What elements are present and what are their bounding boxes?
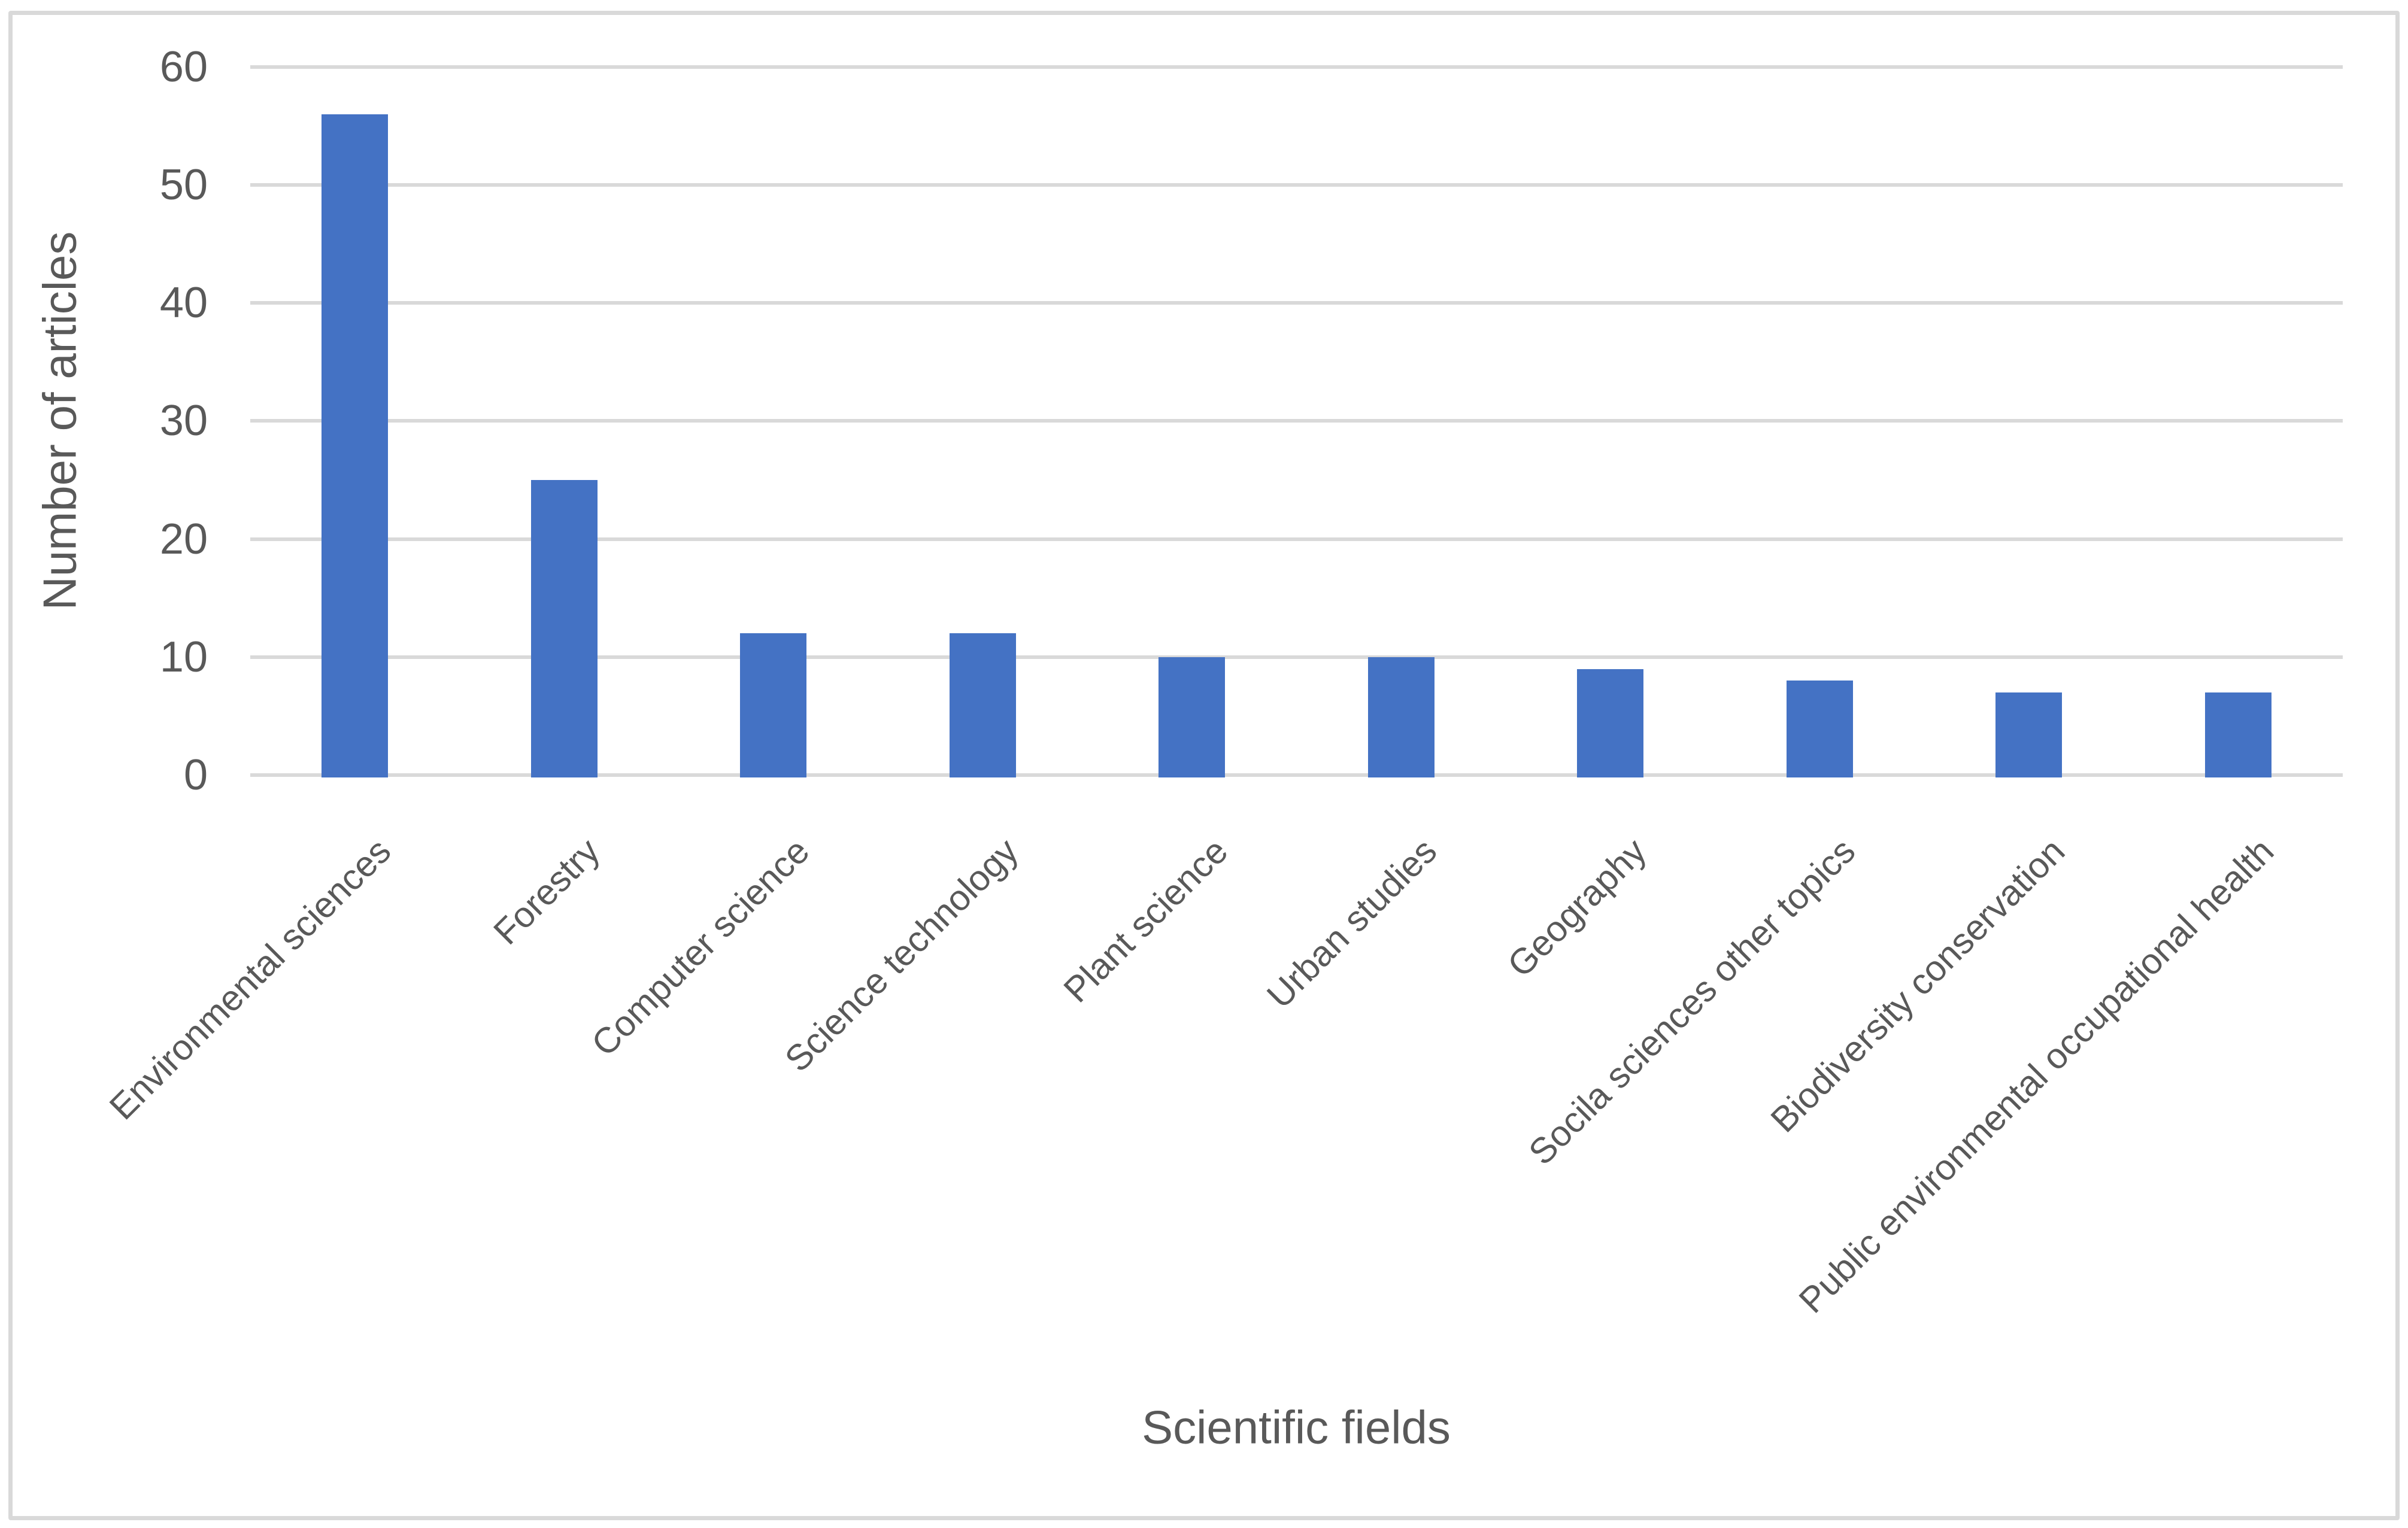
bar [1158,657,1226,777]
gridline [250,773,2343,777]
y-axis-tick-label: 10 [159,633,208,681]
gridline [250,419,2343,423]
bar [322,114,389,777]
bar [1577,669,1644,777]
x-axis-title: Scientific fields [1142,1401,1451,1454]
gridline [250,655,2343,659]
bar [949,633,1016,777]
y-axis-title: Number of articles [33,231,86,610]
gridline [250,183,2343,187]
y-axis-tick-label: 50 [159,161,208,209]
y-axis-tick-label: 0 [183,751,208,799]
bar [530,480,598,777]
chart-border [8,11,2400,1520]
gridline [250,537,2343,541]
y-axis-tick-label: 30 [159,397,208,445]
bar [1367,657,1435,777]
y-axis-tick-label: 20 [159,515,208,563]
gridline [250,301,2343,305]
bar [2204,692,2271,777]
bar [1995,692,2063,777]
y-axis-tick-label: 60 [159,42,208,91]
gridline [250,65,2343,69]
bar [740,633,807,777]
bar [1786,681,1853,777]
y-axis-tick-label: 40 [159,279,208,327]
